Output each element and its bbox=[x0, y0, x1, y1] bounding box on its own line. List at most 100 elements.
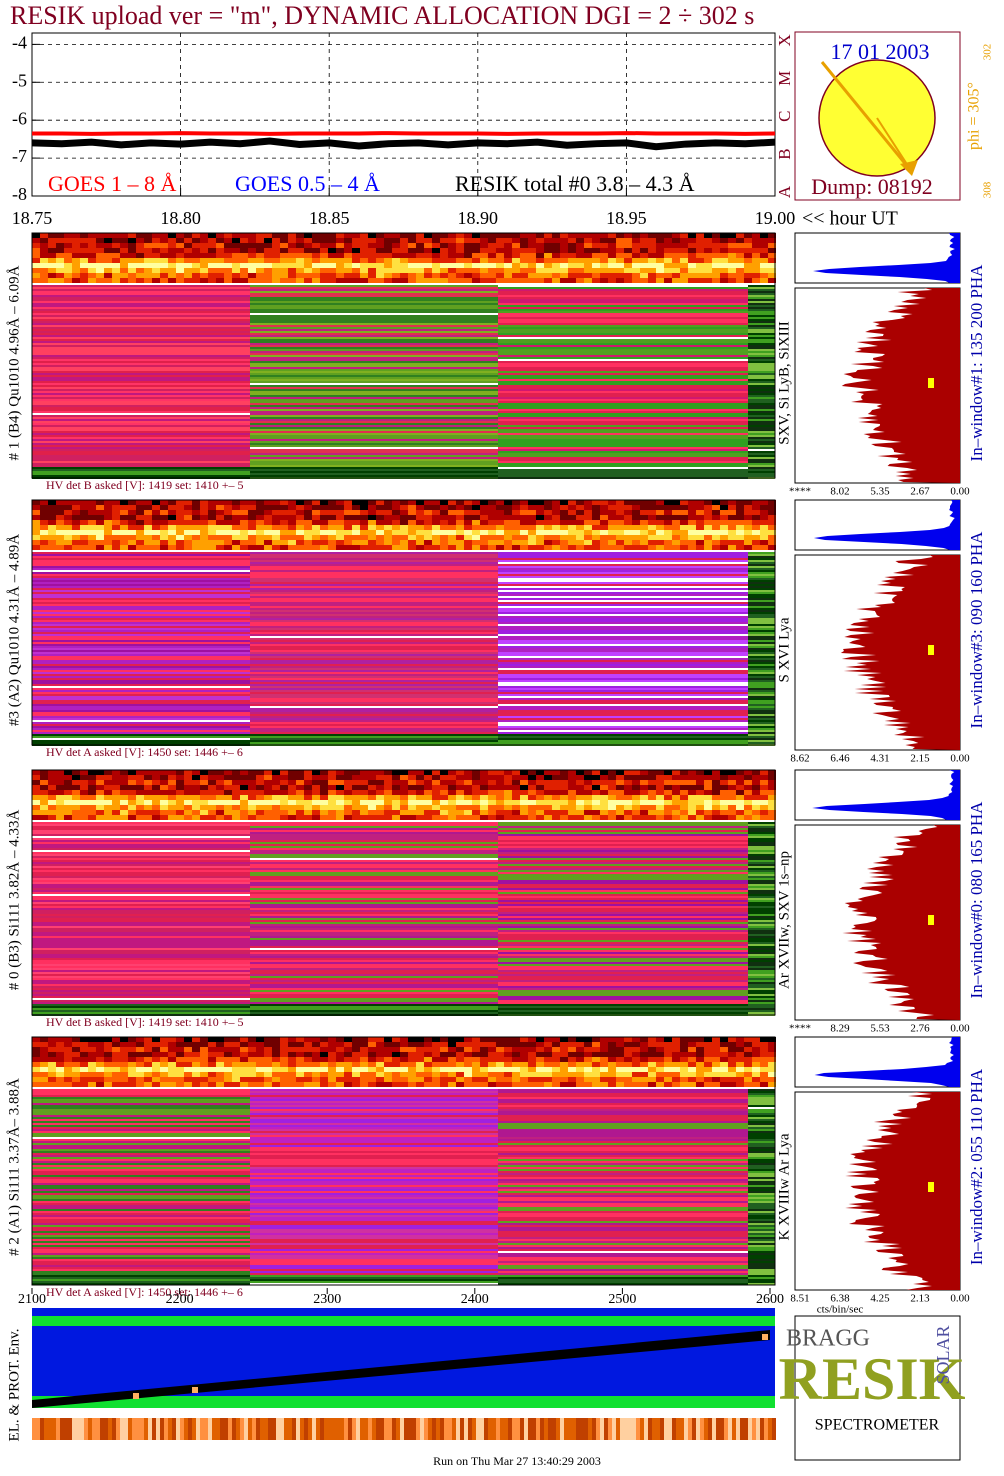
speckle-cell bbox=[760, 770, 768, 775]
spectrum-row bbox=[250, 285, 498, 287]
spectrum-row bbox=[748, 844, 775, 846]
speckle-cell bbox=[520, 1067, 528, 1072]
speckle-cell bbox=[296, 530, 304, 535]
speckle-cell bbox=[128, 1062, 136, 1067]
speckle-cell bbox=[96, 780, 104, 785]
speckle-cell bbox=[344, 243, 352, 248]
speckle-cell bbox=[408, 815, 416, 820]
speckle-cell bbox=[752, 1057, 760, 1062]
speckle-cell bbox=[504, 810, 512, 815]
speckle-cell bbox=[224, 1052, 232, 1057]
spectrum-row bbox=[32, 878, 250, 880]
speckle-cell bbox=[128, 238, 136, 243]
spectrum-row bbox=[748, 700, 775, 702]
speckle-cell bbox=[728, 233, 736, 238]
speckle-cell bbox=[432, 253, 440, 258]
speckle-cell bbox=[344, 800, 352, 805]
speckle-cell bbox=[280, 810, 288, 815]
spectrum-row bbox=[498, 994, 748, 996]
speckle-cell bbox=[496, 815, 504, 820]
speckle-cell bbox=[272, 535, 280, 540]
speckle-cell bbox=[288, 505, 296, 510]
speckle-cell bbox=[120, 1042, 128, 1047]
speckle-cell bbox=[568, 268, 576, 273]
spectrum-row bbox=[250, 423, 498, 425]
speckle-cell bbox=[304, 815, 312, 820]
spectrum-row bbox=[250, 668, 498, 670]
speckle-cell bbox=[608, 805, 616, 810]
speckle-cell bbox=[384, 258, 392, 263]
spectrum-row bbox=[498, 968, 748, 970]
speckle-cell bbox=[744, 1042, 752, 1047]
speckle-cell bbox=[136, 810, 144, 815]
speckle-cell bbox=[232, 795, 240, 800]
speckle-cell bbox=[160, 268, 168, 273]
speckle-cell bbox=[752, 1072, 760, 1077]
speckle-cell bbox=[224, 780, 232, 785]
speckle-cell bbox=[176, 1057, 184, 1062]
speckle-cell bbox=[584, 770, 592, 775]
speckle-cell bbox=[624, 815, 632, 820]
speckle-cell bbox=[72, 505, 80, 510]
speckle-cell bbox=[544, 253, 552, 258]
speckle-cell bbox=[128, 525, 136, 530]
speckle-cell bbox=[352, 805, 360, 810]
speckle-cell bbox=[416, 1082, 424, 1087]
speckle-cell bbox=[624, 238, 632, 243]
speckle-cell bbox=[616, 1047, 624, 1052]
speckle-cell bbox=[64, 278, 72, 283]
speckle-cell bbox=[408, 790, 416, 795]
speckle-cell bbox=[624, 540, 632, 545]
speckle-cell bbox=[368, 273, 376, 278]
speckle-cell bbox=[504, 1067, 512, 1072]
spectrum-row bbox=[498, 890, 748, 892]
spectrum-row bbox=[32, 594, 250, 596]
speckle-cell bbox=[144, 545, 152, 550]
spectrum-row bbox=[32, 409, 250, 411]
spectrum-row bbox=[250, 886, 498, 888]
speckle-cell bbox=[64, 1057, 72, 1062]
spectrum-row bbox=[498, 912, 748, 914]
speckle-cell bbox=[528, 248, 536, 253]
speckle-cell bbox=[752, 795, 760, 800]
spectrum-row bbox=[498, 1012, 748, 1014]
speckle-cell bbox=[632, 795, 640, 800]
speckle-cell bbox=[600, 1047, 608, 1052]
speckle-cell bbox=[96, 515, 104, 520]
spectrum-row bbox=[32, 293, 250, 295]
speckle-cell bbox=[64, 815, 72, 820]
speckle-cell bbox=[608, 790, 616, 795]
speckle-cell bbox=[520, 545, 528, 550]
spectrum-row bbox=[498, 371, 748, 373]
speckle-cell bbox=[752, 263, 760, 268]
speckle-cell bbox=[128, 1067, 136, 1072]
speckle-cell bbox=[552, 273, 560, 278]
speckle-cell bbox=[680, 233, 688, 238]
speckle-cell bbox=[208, 535, 216, 540]
logo-side: SOLAR bbox=[933, 1325, 953, 1384]
speckle-cell bbox=[416, 515, 424, 520]
speckle-cell bbox=[144, 785, 152, 790]
spectrum-row bbox=[498, 297, 748, 299]
speckle-cell bbox=[272, 253, 280, 258]
speckle-cell bbox=[368, 530, 376, 535]
speckle-cell bbox=[248, 815, 256, 820]
spectrum-row bbox=[250, 600, 498, 602]
speckle-cell bbox=[576, 1052, 584, 1057]
speckle-cell bbox=[296, 500, 304, 505]
speckle-cell bbox=[360, 500, 368, 505]
speckle-cell bbox=[528, 510, 536, 515]
spectrum-row bbox=[748, 411, 775, 413]
spectrum-row bbox=[498, 441, 748, 443]
speckle-cell bbox=[112, 248, 120, 253]
speckle-cell bbox=[696, 273, 704, 278]
spectrum-row bbox=[498, 888, 748, 890]
speckle-cell bbox=[392, 510, 400, 515]
speckle-cell bbox=[192, 780, 200, 785]
speckle-cell bbox=[448, 775, 456, 780]
speckle-cell bbox=[600, 770, 608, 775]
spectrum-row bbox=[498, 574, 748, 576]
speckle-cell bbox=[40, 258, 48, 263]
speckle-cell bbox=[768, 545, 776, 550]
speckle-cell bbox=[416, 1057, 424, 1062]
